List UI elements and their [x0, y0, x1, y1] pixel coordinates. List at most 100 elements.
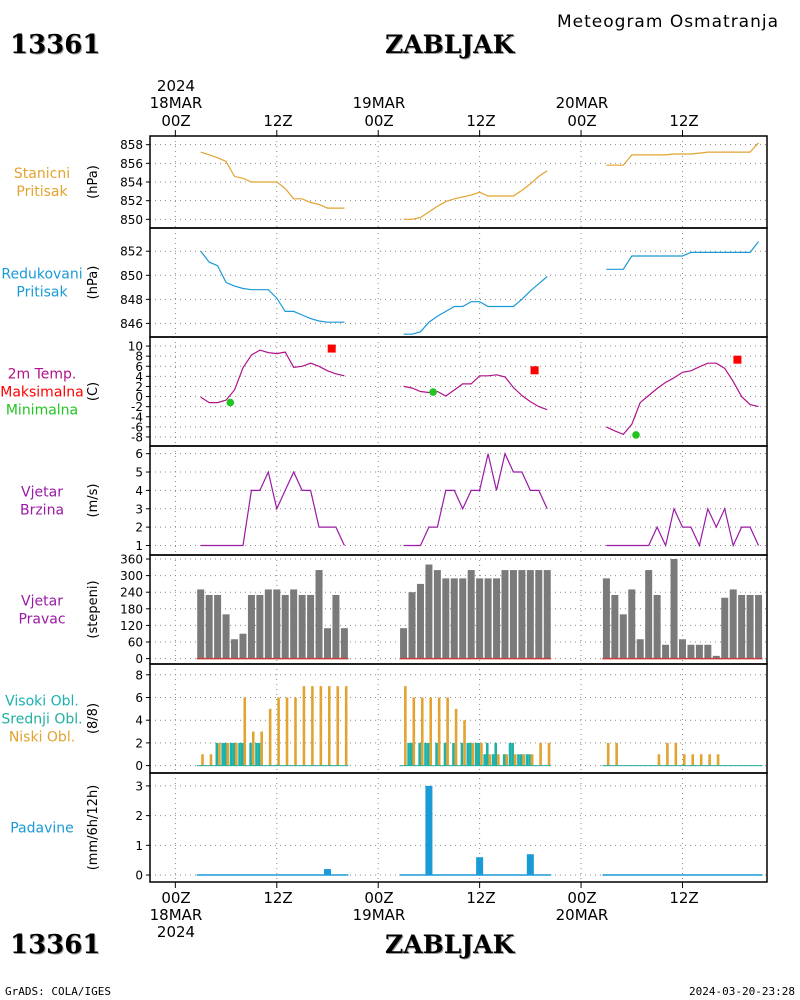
wind-direction-bar	[678, 639, 686, 659]
cloud-cover-bar	[517, 754, 520, 766]
panel-label: Niski Obl.	[9, 730, 75, 746]
precipitation-bar	[476, 857, 484, 876]
y-tick-label: 2	[135, 809, 143, 823]
wind-direction-bar	[645, 570, 653, 659]
hour-label-top-4: 00Z	[567, 112, 597, 130]
wind-direction-bar	[290, 589, 298, 659]
min-temp-marker	[226, 398, 235, 407]
wind-direction-bar	[214, 594, 222, 659]
series-line	[403, 170, 548, 220]
cloud-cover-bar	[708, 754, 711, 766]
y-tick-label: 0	[135, 652, 143, 666]
wind-direction-bar	[746, 594, 754, 659]
y-tick-label: 850	[120, 269, 143, 283]
series-line	[200, 151, 345, 209]
wind-direction-bar	[281, 594, 289, 659]
cloud-cover-bar	[508, 742, 512, 766]
y-tick-label: 60	[128, 636, 143, 650]
panel-label: Redukovani	[1, 267, 82, 283]
wind-direction-bar	[526, 570, 534, 659]
cloud-cover-bar	[243, 697, 247, 766]
y-tick-label: -6	[131, 420, 143, 434]
cloud-cover-bar	[491, 754, 495, 766]
max-temp-marker	[530, 366, 539, 375]
cloud-cover-bar	[446, 697, 449, 766]
cloud-cover-bar	[223, 742, 227, 766]
y-tick-label: 848	[120, 293, 143, 307]
cloud-cover-bar	[201, 754, 204, 766]
panel-label: Padavine	[10, 821, 74, 837]
cloud-cover-bar	[454, 708, 458, 766]
cloud-cover-bar	[294, 697, 297, 766]
wind-direction-bar	[340, 628, 348, 659]
wind-direction-bar	[315, 570, 323, 659]
panel-label: Visoki Obl.	[5, 694, 79, 710]
y-tick-label: 10	[128, 340, 143, 354]
y-axis-label: (m/s)	[86, 484, 101, 518]
cloud-cover-bar	[240, 742, 244, 766]
wind-direction-bar	[408, 592, 416, 659]
cloud-cover-bar	[716, 754, 720, 766]
cloud-cover-bar	[666, 742, 669, 766]
panel-label: Pritisak	[16, 184, 68, 200]
max-temp-marker	[327, 344, 336, 353]
cloud-cover-bar	[429, 697, 433, 766]
cloud-cover-bar	[452, 742, 455, 766]
wind-direction-bar	[332, 594, 340, 659]
wind-direction-bar	[628, 589, 636, 659]
y-axis-label: (hPa)	[86, 165, 101, 199]
panel-frame	[149, 336, 768, 447]
wind-direction-bar	[695, 644, 703, 659]
wind-direction-bar	[476, 578, 484, 659]
day-label-bottom-20: 20MAR	[555, 906, 609, 924]
wind-direction-bar	[400, 628, 408, 659]
wind-direction-bar	[239, 633, 247, 659]
cloud-cover-bar	[477, 742, 481, 766]
panel-frame	[149, 227, 768, 338]
cloud-cover-bar	[209, 754, 213, 766]
cloud-cover-bar	[488, 754, 492, 766]
cloud-cover-bar	[344, 686, 348, 766]
cloud-cover-bar	[513, 754, 517, 766]
cloud-cover-bar	[218, 742, 221, 766]
y-tick-label: 852	[120, 194, 143, 208]
hour-label-bottom-4: 00Z	[567, 889, 597, 907]
hour-label-bottom-2: 00Z	[364, 889, 394, 907]
cloud-cover-bar	[249, 742, 252, 766]
cloud-cover-bar	[426, 742, 430, 766]
cloud-cover-bar	[420, 697, 424, 766]
y-tick-label: 360	[120, 553, 143, 567]
y-axis-label: (C)	[86, 382, 101, 401]
station-id-top: 13361	[10, 30, 101, 60]
cloud-cover-bar	[547, 742, 551, 766]
wind-direction-bar	[484, 578, 492, 659]
cloud-cover-bar	[336, 686, 340, 766]
y-tick-label: 5	[135, 466, 143, 480]
wind-direction-bar	[459, 578, 467, 659]
cloud-cover-bar	[238, 742, 241, 766]
wind-direction-bar	[729, 589, 737, 659]
cloud-cover-bar	[226, 742, 230, 766]
cloud-cover-bar	[525, 754, 529, 766]
cloud-cover-bar	[302, 686, 306, 766]
y-axis-label: (8/8)	[86, 703, 101, 734]
y-tick-label: 2	[135, 380, 143, 394]
wind-direction-bar	[653, 594, 661, 659]
cloud-cover-bar	[463, 720, 466, 766]
cloud-cover-bar	[404, 686, 407, 766]
panel-label: Brzina	[20, 503, 64, 519]
cloud-cover-bar	[437, 697, 441, 766]
panel-label: Pritisak	[16, 285, 68, 301]
cloud-cover-bar	[255, 742, 258, 766]
wind-direction-bar	[738, 594, 746, 659]
wind-direction-bar	[755, 594, 763, 659]
y-tick-label: 856	[120, 157, 143, 171]
cloud-cover-bar	[615, 742, 618, 766]
cloud-cover-bar	[657, 754, 661, 766]
series-line	[403, 276, 548, 335]
wind-direction-bar	[273, 589, 281, 659]
panel-label: Minimalna	[6, 403, 78, 419]
wind-direction-bar	[518, 570, 526, 659]
wind-direction-bar	[264, 589, 272, 659]
cloud-cover-bar	[469, 742, 472, 766]
